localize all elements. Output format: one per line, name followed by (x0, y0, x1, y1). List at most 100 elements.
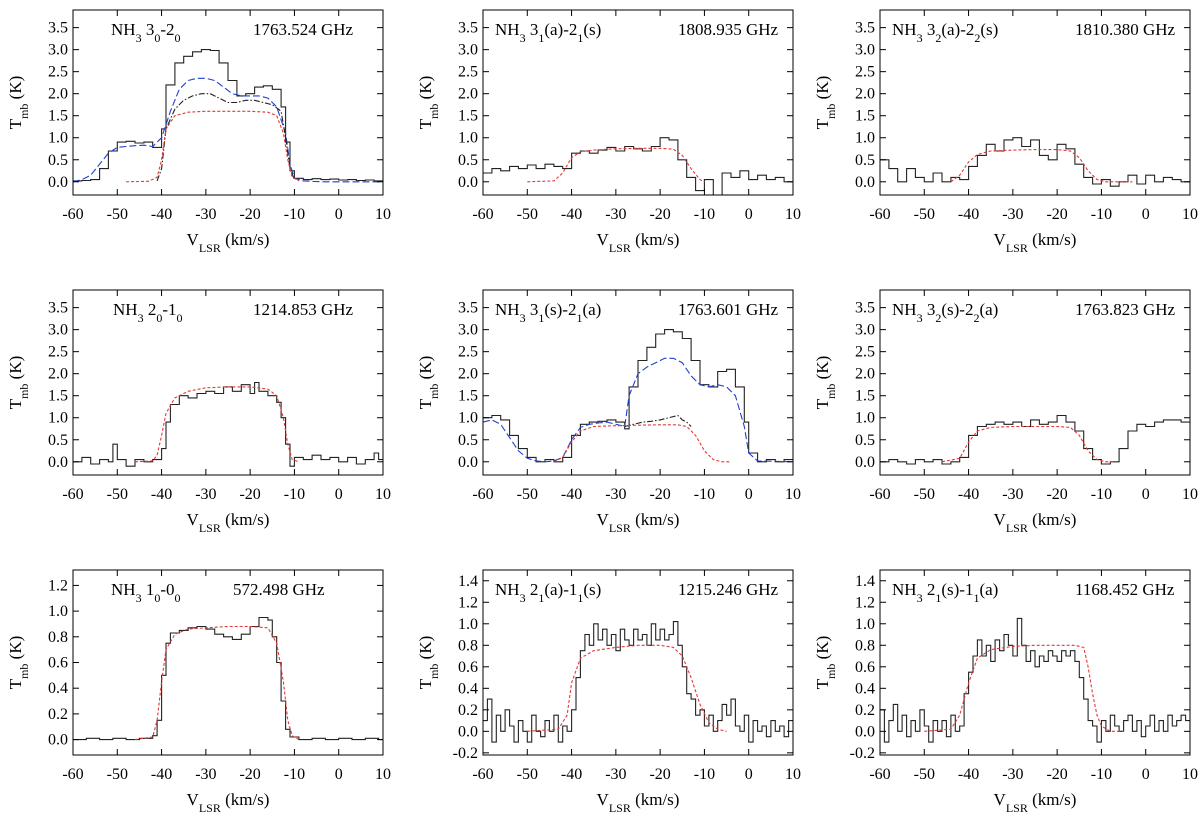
y-tick-label: 1.5 (855, 108, 875, 125)
series-observed (880, 137, 1190, 187)
y-tick-label: 0.6 (855, 659, 875, 676)
series-model-total (73, 77, 383, 183)
x-tick-label: -10 (284, 766, 305, 783)
x-tick-label: -40 (561, 486, 582, 503)
x-tick-label: 0 (745, 206, 753, 223)
x-tick-label: 0 (1142, 486, 1150, 503)
y-tick-label: 1.4 (855, 573, 875, 590)
y-axis-label: Tmb (K) (416, 76, 441, 130)
x-tick-label: -60 (62, 766, 83, 783)
y-tick-label: 0.5 (855, 432, 875, 449)
y-tick-label: 2.5 (48, 344, 68, 361)
y-tick-label: 1.0 (855, 130, 875, 147)
x-tick-label: -40 (151, 486, 172, 503)
x-tick-label: -40 (151, 766, 172, 783)
series-observed (483, 137, 793, 195)
y-tick-label: 1.4 (458, 573, 478, 590)
y-tick-label: 1.0 (458, 130, 478, 147)
plot-frame (482, 9, 794, 196)
x-tick-label: 10 (375, 486, 391, 503)
x-tick-label: 10 (1182, 486, 1198, 503)
frequency-label: 1168.452 GHz (1075, 580, 1175, 599)
y-axis-label: Tmb (K) (813, 636, 838, 690)
y-tick-label: 3.0 (48, 42, 68, 59)
x-axis-label: VLSR (km/s) (597, 230, 680, 255)
x-tick-label: -20 (239, 766, 260, 783)
x-tick-label: -50 (107, 766, 128, 783)
x-tick-label: 10 (785, 486, 801, 503)
y-tick-label: 3.5 (48, 20, 68, 37)
y-tick-label: 3.5 (48, 300, 68, 317)
y-tick-label: 0.2 (48, 706, 68, 723)
y-tick-label: 2.5 (458, 64, 478, 81)
frequency-label: 1808.935 GHz (678, 20, 779, 39)
x-tick-label: -20 (649, 206, 670, 223)
series-model (924, 644, 1124, 732)
x-tick-label: -10 (1091, 766, 1112, 783)
x-axis-label: VLSR (km/s) (187, 510, 270, 535)
y-axis-label: Tmb (K) (416, 356, 441, 410)
x-tick-label: -60 (472, 206, 493, 223)
frequency-label: 1763.823 GHz (1075, 300, 1176, 319)
x-tick-label: -40 (958, 486, 979, 503)
transition-label: NH3 32(s)-22(a) (892, 300, 998, 325)
y-tick-label: 2.0 (48, 366, 68, 383)
y-tick-label: 3.5 (855, 20, 875, 37)
y-tick-label: 2.0 (458, 86, 478, 103)
x-tick-label: 0 (335, 206, 343, 223)
x-tick-label: 0 (335, 766, 343, 783)
x-tick-label: -30 (195, 766, 216, 783)
y-tick-label: 0.0 (48, 732, 68, 749)
x-axis-label: VLSR (km/s) (187, 230, 270, 255)
y-tick-label: 2.5 (458, 344, 478, 361)
x-tick-label: -60 (869, 766, 890, 783)
y-tick-label: 2.0 (48, 86, 68, 103)
x-tick-label: -20 (1046, 766, 1067, 783)
y-tick-label: 2.0 (458, 366, 478, 383)
x-tick-label: -50 (914, 206, 935, 223)
x-tick-label: -60 (62, 486, 83, 503)
y-tick-label: 0.2 (855, 702, 875, 719)
y-tick-label: 0.6 (458, 659, 478, 676)
y-axis-label: Tmb (K) (6, 636, 31, 690)
x-tick-label: -40 (958, 206, 979, 223)
y-tick-label: 0.2 (458, 702, 478, 719)
y-tick-label: 3.0 (458, 322, 478, 339)
x-tick-label: -20 (1046, 206, 1067, 223)
y-tick-label: 1.0 (855, 410, 875, 427)
x-tick-label: -20 (239, 486, 260, 503)
y-tick-label: 1.0 (48, 603, 68, 620)
series-model (134, 625, 300, 741)
x-tick-label: -20 (649, 766, 670, 783)
y-tick-label: 2.5 (48, 64, 68, 81)
transition-label: NH3 10-00 (111, 580, 180, 605)
series-observed (73, 616, 383, 741)
x-tick-label: -30 (195, 486, 216, 503)
y-tick-label: 3.5 (855, 300, 875, 317)
series-model (134, 386, 300, 463)
y-tick-label: 1.5 (458, 108, 478, 125)
y-tick-label: 3.0 (855, 322, 875, 339)
frequency-label: 1763.601 GHz (678, 300, 779, 319)
x-tick-label: -60 (869, 206, 890, 223)
y-tick-label: 0.0 (48, 454, 68, 471)
spectrum-panel-1: -60 -50 -40 -30 -20 -10 0 10 0.0 0.5 1.0 1.5 2.0 2.5 3… (6, 9, 391, 255)
y-tick-label: 0.0 (855, 723, 875, 740)
x-tick-label: 0 (745, 486, 753, 503)
y-tick-label: 0.5 (48, 152, 68, 169)
transition-label: NH3 30-20 (111, 20, 180, 45)
spectrum-panel-3: -60 -50 -40 -30 -20 -10 0 10 0.0 0.5 1.0 1.5 2.0 2.5 3… (813, 9, 1198, 255)
series-model (527, 644, 727, 732)
x-tick-label: -50 (914, 486, 935, 503)
plot-frame (72, 289, 384, 476)
y-tick-label: 1.0 (48, 410, 68, 427)
plot-frame (879, 9, 1191, 196)
x-tick-label: -30 (605, 766, 626, 783)
series-observed (880, 414, 1190, 465)
x-tick-label: 10 (785, 206, 801, 223)
x-axis-label: VLSR (km/s) (187, 790, 270, 815)
y-axis-label: Tmb (K) (416, 636, 441, 690)
x-tick-label: 0 (335, 486, 343, 503)
x-tick-label: 10 (785, 766, 801, 783)
x-tick-label: -20 (649, 486, 670, 503)
